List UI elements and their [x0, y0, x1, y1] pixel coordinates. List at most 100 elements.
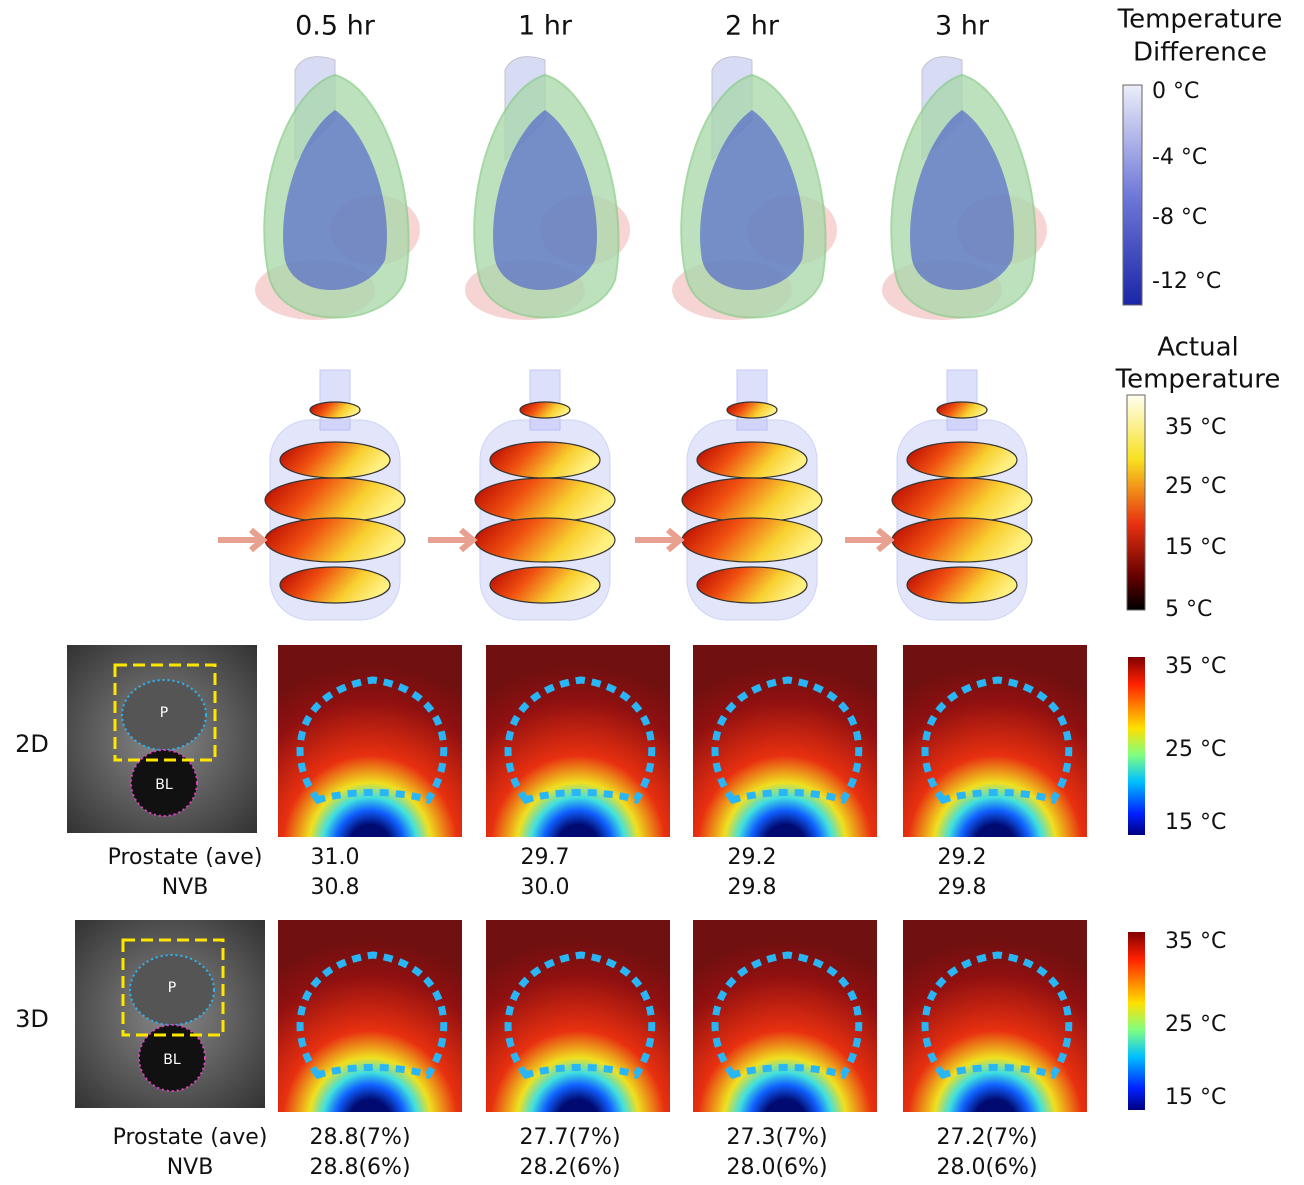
label: NVB — [162, 875, 209, 900]
colorbar — [1128, 932, 1145, 1110]
label: Temperature — [1117, 5, 1283, 35]
slice — [892, 518, 1032, 562]
label: 15 °C — [1165, 1085, 1226, 1110]
heat-bg — [903, 920, 1087, 1112]
label: 28.8(6%) — [309, 1155, 410, 1180]
label: Prostate (ave) — [113, 1125, 268, 1150]
heat-bg — [278, 920, 462, 1112]
render-3d — [255, 57, 420, 320]
label: Actual — [1157, 333, 1238, 363]
arrow — [845, 530, 890, 550]
label: 31.0 — [311, 845, 360, 870]
heat-map — [486, 920, 670, 1112]
label: 29.8 — [728, 875, 777, 900]
slice — [475, 518, 615, 562]
label: 3D — [15, 1005, 49, 1033]
label: 28.8(7%) — [309, 1125, 410, 1150]
slice — [520, 402, 570, 418]
heat-map — [278, 645, 462, 837]
label: 5 °C — [1165, 597, 1212, 622]
slices — [475, 370, 615, 620]
label: Prostate (ave) — [108, 845, 263, 870]
label: Temperature — [1115, 365, 1281, 395]
label: 2D — [15, 730, 49, 758]
label: 28.0(6%) — [936, 1155, 1037, 1180]
mri-label: BL — [163, 1052, 181, 1068]
slice — [280, 567, 390, 603]
label: 25 °C — [1165, 474, 1226, 499]
label: 27.2(7%) — [936, 1125, 1037, 1150]
slices — [265, 370, 405, 620]
slice — [682, 478, 822, 522]
label: 0 °C — [1152, 79, 1199, 104]
label: 30.0 — [521, 875, 570, 900]
arrow — [635, 530, 680, 550]
heat-map — [486, 645, 670, 837]
slice — [265, 518, 405, 562]
slice — [490, 567, 600, 603]
label: 27.7(7%) — [519, 1125, 620, 1150]
slice — [310, 402, 360, 418]
slices — [892, 370, 1032, 620]
heat-bg — [486, 920, 670, 1112]
heat-map — [278, 920, 462, 1112]
label: NVB — [167, 1155, 214, 1180]
label: 15 °C — [1165, 810, 1226, 835]
colorbar — [1127, 395, 1145, 610]
arrow — [428, 530, 473, 550]
slice — [892, 478, 1032, 522]
label: 25 °C — [1165, 737, 1226, 762]
slice — [697, 567, 807, 603]
mri-image: P BL — [75, 920, 265, 1108]
label: 29.7 — [521, 845, 570, 870]
urethra — [947, 370, 977, 430]
label: 27.3(7%) — [726, 1125, 827, 1150]
label: 25 °C — [1165, 1012, 1226, 1037]
mri-image: P BL — [67, 645, 257, 833]
label: 15 °C — [1165, 535, 1226, 560]
slice — [907, 567, 1017, 603]
heat-bg — [693, 645, 877, 837]
heat-map — [693, 920, 877, 1112]
slice — [475, 478, 615, 522]
label: -12 °C — [1152, 269, 1221, 294]
label: 29.2 — [938, 845, 987, 870]
render-3d — [672, 57, 837, 320]
render-3d — [882, 57, 1047, 320]
urethra — [530, 370, 560, 430]
heat-bg — [693, 920, 877, 1112]
mri-label: P — [168, 980, 176, 996]
slice — [937, 402, 987, 418]
label: 2 hr — [725, 11, 780, 42]
label: 29.8 — [938, 875, 987, 900]
label: -4 °C — [1152, 145, 1207, 170]
label: 35 °C — [1165, 929, 1226, 954]
label: 35 °C — [1165, 654, 1226, 679]
label: 28.2(6%) — [519, 1155, 620, 1180]
slice — [265, 478, 405, 522]
figure: 0.5 hr1 hr2 hr3 hrTemperatureDifference0… — [0, 0, 1304, 1185]
slice — [907, 442, 1017, 478]
slice — [682, 518, 822, 562]
heat-bg — [486, 645, 670, 837]
slices — [682, 370, 822, 620]
slice — [280, 442, 390, 478]
label: 30.8 — [311, 875, 360, 900]
colorbar — [1128, 657, 1145, 835]
heat-bg — [903, 645, 1087, 837]
label: -8 °C — [1152, 205, 1207, 230]
mri-label: P — [160, 705, 168, 721]
label: 1 hr — [518, 11, 573, 42]
slice — [697, 442, 807, 478]
label: 28.0(6%) — [726, 1155, 827, 1180]
urethra — [320, 370, 350, 430]
heat-bg — [278, 645, 462, 837]
slice — [727, 402, 777, 418]
heat-map — [693, 645, 877, 837]
arrow — [218, 530, 263, 550]
render-3d — [465, 57, 630, 320]
slice — [490, 442, 600, 478]
mri-label: BL — [155, 777, 173, 793]
urethra — [737, 370, 767, 430]
heat-map — [903, 645, 1087, 837]
